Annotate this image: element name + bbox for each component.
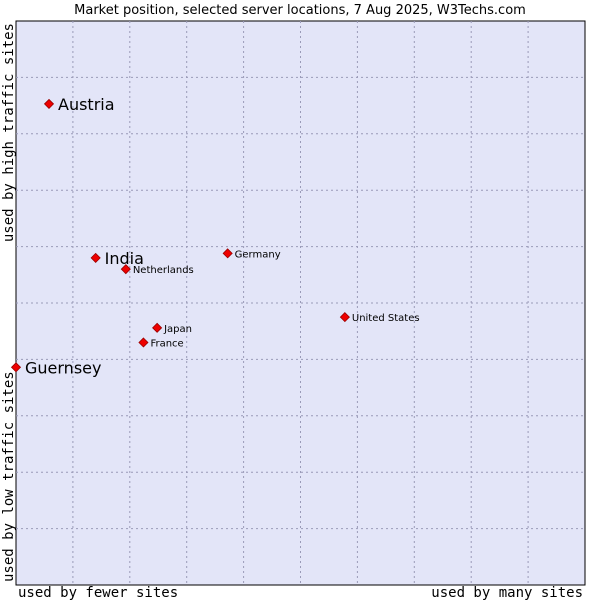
point-netherlands: Netherlands [120,264,194,276]
grid-lines [16,21,585,585]
point-japan: Japan [152,322,192,335]
point-marker-austria [43,98,55,109]
point-marker-france [138,337,149,348]
point-marker-guernsey [10,362,22,373]
point-marker-japan [152,322,163,333]
point-marker-united-states [339,312,350,323]
y-axis-label-bottom: used by low traffic sites [1,371,17,582]
point-guernsey: Guernsey [10,358,101,377]
y-axis-label-top: used by high traffic sites [1,23,17,242]
point-marker-india [90,252,101,263]
point-label-india: India [105,249,144,268]
point-label-netherlands: Netherlands [133,265,194,276]
chart-title: Market position, selected server locatio… [74,3,526,18]
point-austria: Austria [43,95,115,114]
point-label-austria: Austria [58,95,115,114]
point-france: France [138,337,184,349]
point-label-germany: Germany [235,249,281,260]
point-marker-germany [222,248,233,259]
point-label-guernsey: Guernsey [25,358,101,377]
x-axis-label-right: used by many sites [431,585,583,600]
point-label-japan: Japan [163,324,192,335]
point-india: India [90,249,144,268]
x-axis-label-left: used by fewer sites [18,585,178,600]
point-marker-netherlands [120,264,131,275]
point-label-france: France [150,338,183,349]
point-united-states: United States [339,312,420,324]
point-germany: Germany [222,248,281,260]
point-label-united-states: United States [352,313,420,324]
